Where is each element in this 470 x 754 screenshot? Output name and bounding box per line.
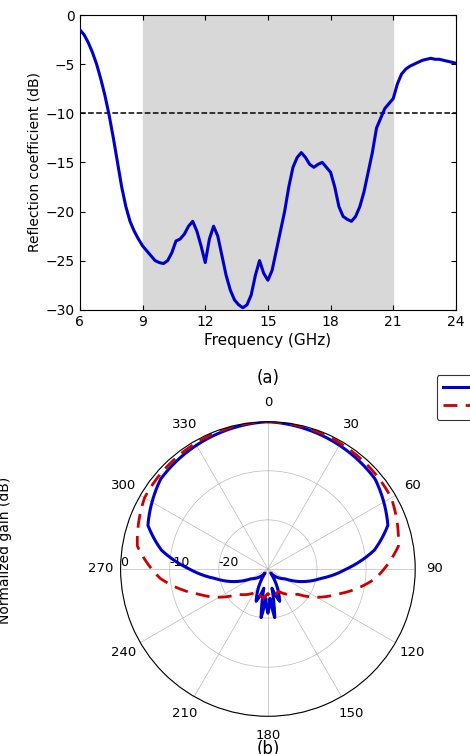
X-axis label: Frequency (GHz): Frequency (GHz) xyxy=(204,333,331,348)
xz-plane xyxy=(361,461,367,470)
yz-plane xyxy=(275,587,281,596)
Legend: xz-plane, yz-plane: xz-plane, yz-plane xyxy=(437,375,470,420)
yz-plane xyxy=(198,590,204,599)
yz-plane xyxy=(330,590,336,599)
Line: xz-plane: xz-plane xyxy=(148,421,388,618)
xz-plane xyxy=(362,462,368,471)
yz-plane xyxy=(137,546,142,555)
Y-axis label: Reflection coefficient (dB): Reflection coefficient (dB) xyxy=(28,72,42,253)
yz-plane xyxy=(265,417,271,426)
Text: (b): (b) xyxy=(256,740,280,754)
xz-plane xyxy=(265,417,271,426)
yz-plane xyxy=(321,430,327,439)
Bar xyxy=(142,15,393,310)
Text: Normalized gain (dB): Normalized gain (dB) xyxy=(0,477,12,624)
yz-plane xyxy=(363,459,368,468)
xz-plane xyxy=(321,431,326,440)
xz-plane xyxy=(233,577,238,586)
Line: yz-plane: yz-plane xyxy=(137,421,399,598)
yz-plane xyxy=(364,460,369,469)
xz-plane xyxy=(164,550,169,559)
Text: (a): (a) xyxy=(257,369,279,387)
xz-plane xyxy=(296,577,302,586)
xz-plane xyxy=(268,569,274,578)
xz-plane xyxy=(265,417,271,426)
yz-plane xyxy=(265,417,271,426)
